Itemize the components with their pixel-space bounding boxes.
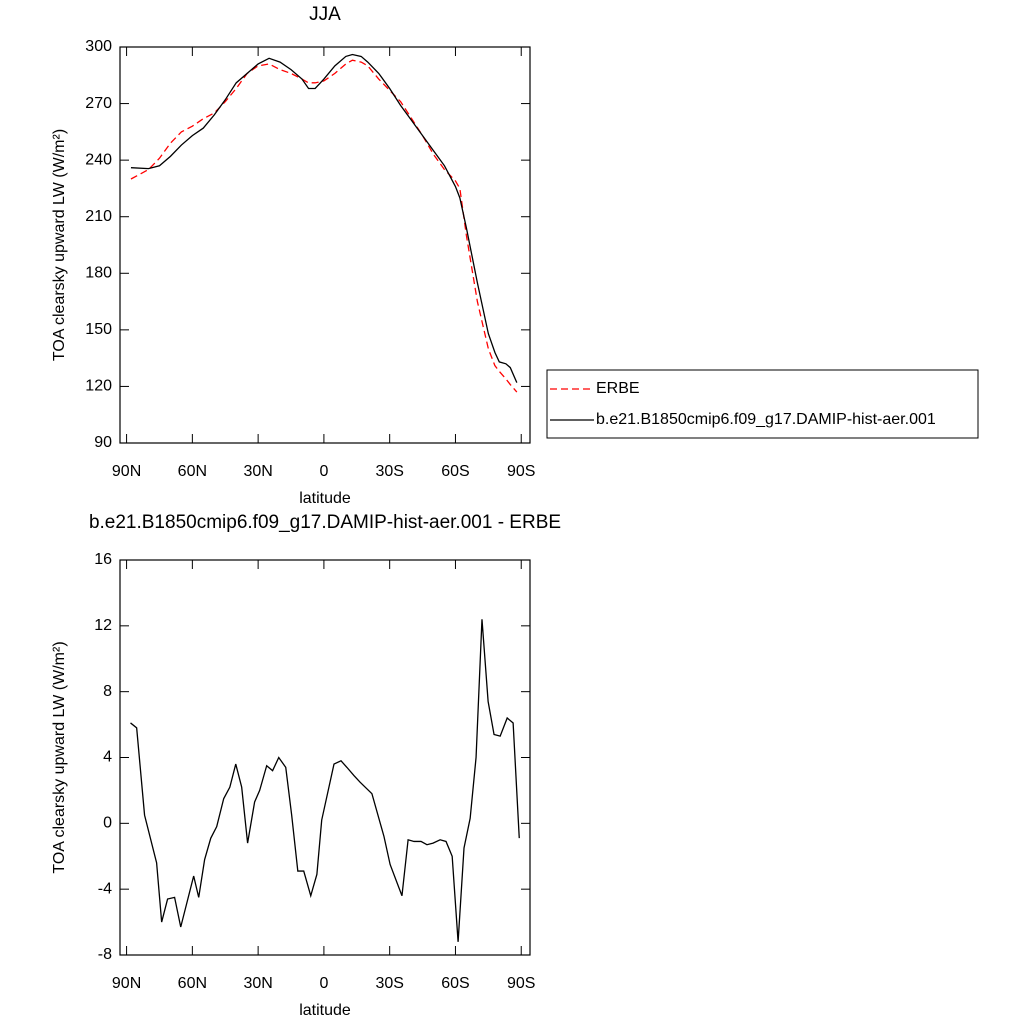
y-tick-label: 8 bbox=[103, 683, 112, 700]
data-line bbox=[130, 59, 518, 393]
x-tick-label: 30N bbox=[243, 975, 272, 992]
chart-title: JJA bbox=[309, 4, 341, 25]
y-axis-label: TOA clearsky upward LW (W/m²) bbox=[51, 641, 68, 873]
y-tick-label: 12 bbox=[94, 617, 112, 634]
x-tick-label: 60S bbox=[441, 975, 469, 992]
y-tick-label: 210 bbox=[85, 208, 112, 225]
x-tick-label: 0 bbox=[319, 463, 328, 480]
y-tick-label: -4 bbox=[98, 880, 112, 897]
y-tick-label: 150 bbox=[85, 321, 112, 338]
y-tick-label: 4 bbox=[103, 749, 112, 766]
legend-box bbox=[546, 369, 979, 439]
x-tick-label: 90S bbox=[507, 975, 535, 992]
y-tick-label: 0 bbox=[103, 815, 112, 832]
x-tick-label: 60N bbox=[178, 975, 207, 992]
y-axis-label: TOA clearsky upward LW (W/m²) bbox=[51, 129, 68, 361]
x-tick-label: 60N bbox=[178, 463, 207, 480]
y-tick-label: -8 bbox=[98, 946, 112, 963]
y-tick-label: 270 bbox=[85, 95, 112, 112]
x-tick-label: 90N bbox=[112, 463, 141, 480]
y-tick-label: 90 bbox=[94, 434, 112, 451]
chart-title: b.e21.B1850cmip6.f09_g17.DAMIP-hist-aer.… bbox=[89, 512, 561, 533]
x-axis-label: latitude bbox=[299, 490, 351, 507]
x-tick-label: 90N bbox=[112, 975, 141, 992]
x-tick-label: 30S bbox=[375, 975, 403, 992]
y-tick-label: 180 bbox=[85, 265, 112, 282]
y-tick-label: 300 bbox=[85, 38, 112, 55]
plot-frame bbox=[119, 46, 531, 444]
y-tick-label: 120 bbox=[85, 378, 112, 395]
legend-label: ERBE bbox=[596, 380, 640, 397]
x-tick-label: 60S bbox=[441, 463, 469, 480]
legend-label: b.e21.B1850cmip6.f09_g17.DAMIP-hist-aer.… bbox=[596, 411, 936, 428]
y-tick-label: 240 bbox=[85, 151, 112, 168]
x-tick-label: 0 bbox=[319, 975, 328, 992]
x-tick-label: 30S bbox=[375, 463, 403, 480]
x-tick-label: 90S bbox=[507, 463, 535, 480]
x-tick-label: 30N bbox=[243, 463, 272, 480]
data-line bbox=[130, 619, 520, 942]
y-tick-label: 16 bbox=[94, 551, 112, 568]
x-axis-label: latitude bbox=[299, 1002, 351, 1019]
data-line bbox=[130, 53, 518, 383]
plot-frame bbox=[119, 559, 531, 956]
